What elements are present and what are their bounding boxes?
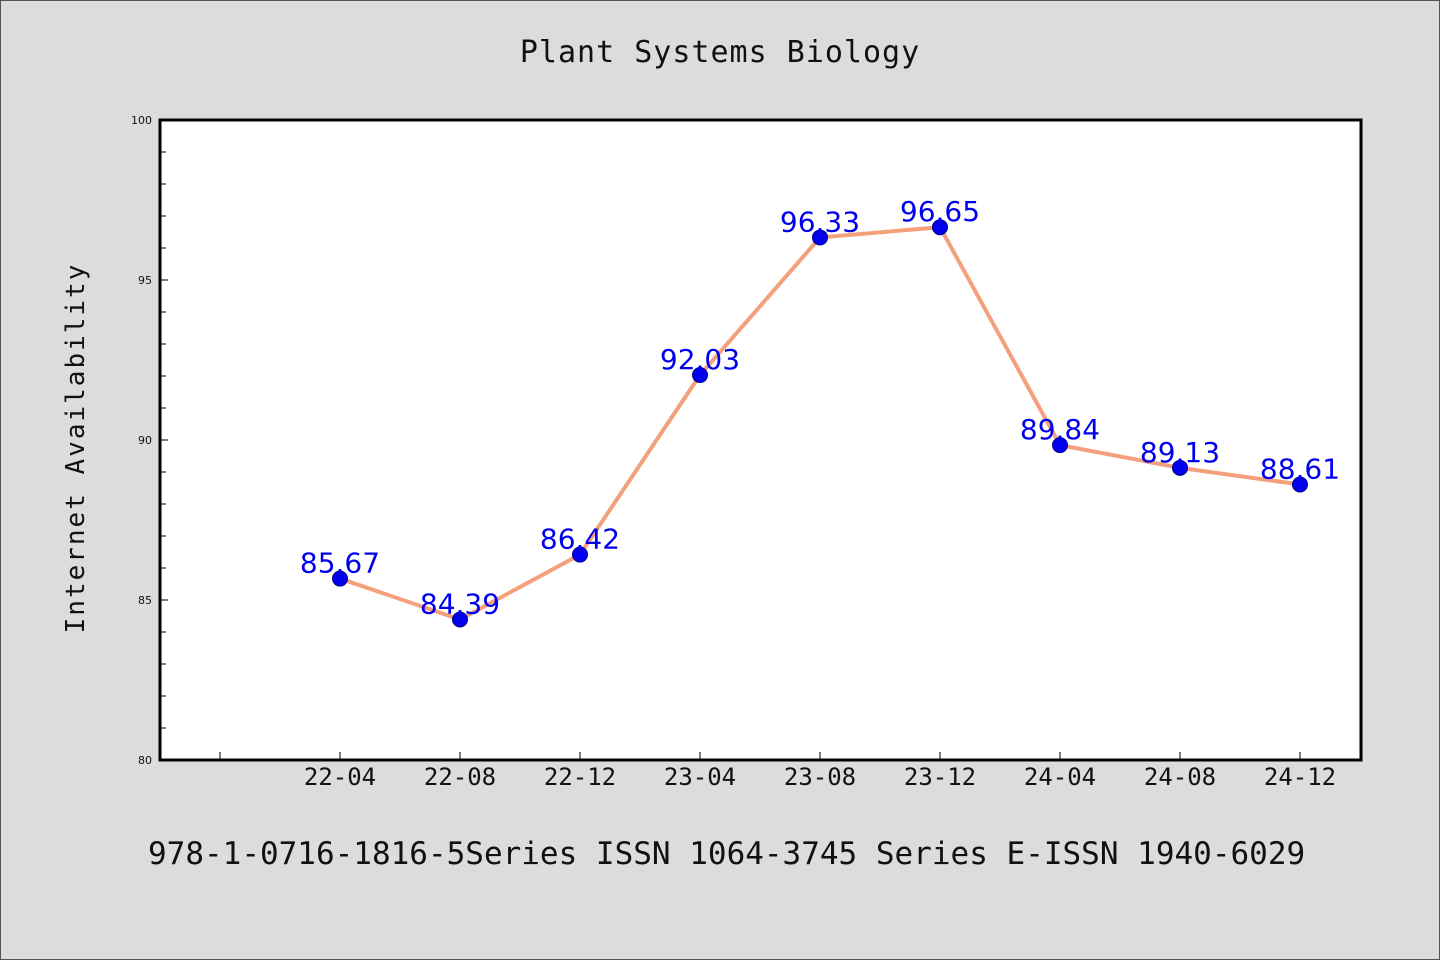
x-tick-label: 24-12 — [1264, 763, 1336, 791]
data-label: 89.84 — [1020, 413, 1100, 446]
x-tick-label: 24-08 — [1144, 763, 1216, 791]
data-label: 89.13 — [1140, 436, 1220, 469]
chart-title: Plant Systems Biology — [520, 35, 920, 70]
x-tick-label: 23-08 — [784, 763, 856, 791]
data-point-marker — [452, 611, 468, 628]
data-label: 84.39 — [420, 588, 500, 621]
data-point-marker — [932, 219, 948, 236]
plot-area — [158, 118, 1363, 762]
y-tick-label: 85 — [138, 594, 152, 607]
x-tick-label: 23-12 — [904, 763, 976, 791]
x-tick-label: 23-04 — [664, 763, 736, 791]
x-tick-label: 24-04 — [1024, 763, 1096, 791]
data-label: 92.03 — [660, 343, 740, 376]
series-markers — [332, 219, 1308, 628]
data-point-marker — [572, 546, 588, 563]
data-point-marker — [692, 367, 708, 384]
data-label: 86.42 — [540, 523, 620, 556]
data-label: 96.65 — [900, 195, 980, 228]
data-point-marker — [1292, 476, 1308, 493]
data-label: 88.61 — [1260, 452, 1340, 485]
x-tick-label: 22-04 — [304, 763, 376, 791]
x-tick-label: 22-08 — [424, 763, 496, 791]
footer-isbn-text: 978-1-0716-1816-5Series ISSN 1064-3745 S… — [148, 836, 1305, 872]
y-tick-label: 100 — [131, 114, 152, 127]
data-label: 85.67 — [300, 547, 380, 580]
data-point-marker — [332, 570, 348, 587]
x-tick-label: 22-12 — [544, 763, 616, 791]
data-label: 96.33 — [780, 205, 860, 238]
y-tick-label: 80 — [138, 754, 152, 767]
data-point-marker — [812, 229, 828, 246]
data-point-marker — [1052, 437, 1068, 454]
data-point-marker — [1172, 459, 1188, 476]
y-axis-label: Internet Availability — [61, 263, 91, 634]
x-axis: 22-04 22-08 22-12 23-04 23-08 23-12 24-04 24-08… — [219, 752, 1336, 791]
data-labels: 85.67 84.39 86.42 92.03 96.33 96.65 89.84 89.13… — [300, 195, 1340, 620]
y-axis: 80 85 90 95 100 — [131, 114, 168, 767]
y-tick-label: 90 — [138, 434, 152, 447]
y-tick-label: 95 — [138, 274, 152, 287]
